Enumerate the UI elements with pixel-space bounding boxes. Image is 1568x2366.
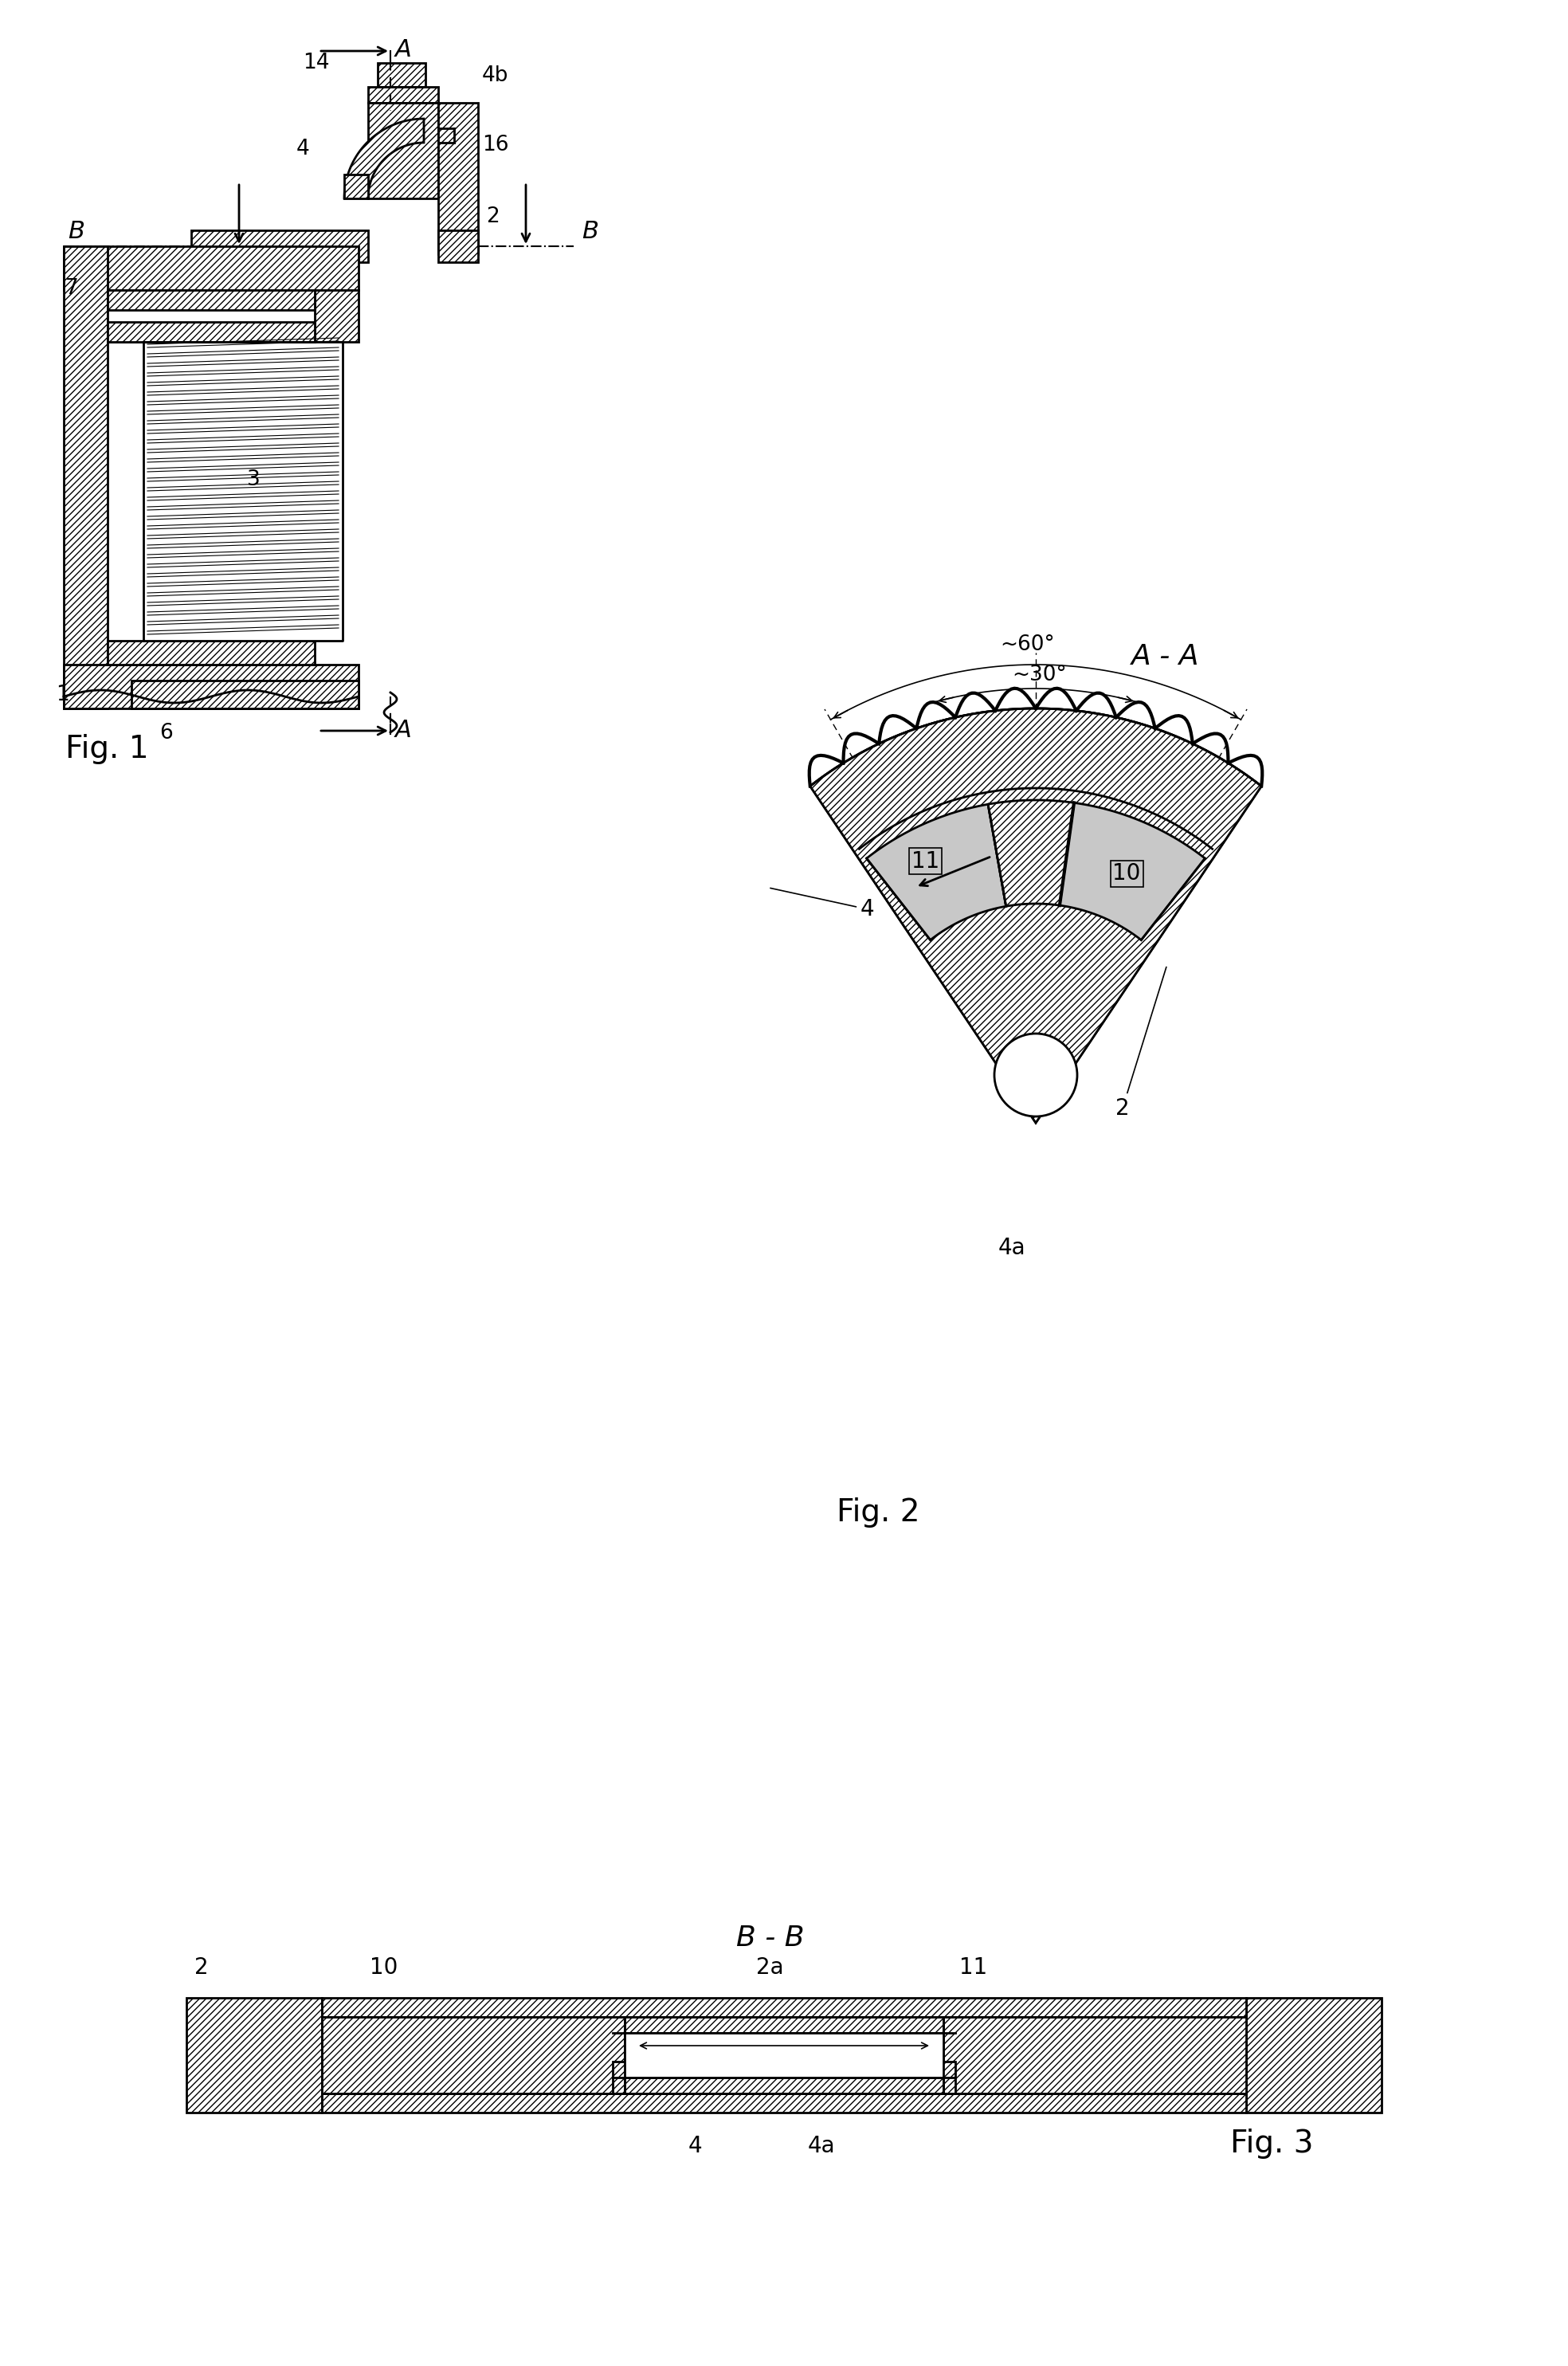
Bar — [321, 2016, 624, 2094]
Bar — [624, 2016, 944, 2032]
Polygon shape — [859, 788, 1212, 859]
Bar — [315, 291, 359, 341]
Text: 10: 10 — [370, 1957, 398, 1978]
Bar — [368, 88, 437, 102]
Text: 11: 11 — [911, 849, 939, 873]
Text: 4: 4 — [770, 887, 875, 920]
Bar — [64, 665, 359, 707]
Text: A: A — [395, 719, 412, 743]
Text: 11: 11 — [960, 1957, 988, 1978]
Bar — [931, 2061, 955, 2094]
Bar — [437, 230, 478, 263]
Text: 2a: 2a — [756, 1957, 784, 1978]
Text: 4a: 4a — [808, 2134, 836, 2158]
Bar — [187, 1997, 321, 2113]
Text: ~30°: ~30° — [1011, 665, 1066, 686]
Bar — [321, 1997, 1247, 2016]
Bar — [437, 102, 478, 253]
Text: 2: 2 — [486, 206, 499, 227]
Text: B - B: B - B — [737, 1924, 804, 1952]
Bar — [613, 2061, 637, 2094]
Polygon shape — [930, 904, 1142, 956]
Text: 10: 10 — [1113, 864, 1142, 885]
Text: A - A: A - A — [1132, 644, 1200, 670]
Text: Fig. 1: Fig. 1 — [66, 733, 149, 764]
Text: Fig. 2: Fig. 2 — [837, 1498, 920, 1528]
Bar — [64, 246, 108, 707]
Text: 4: 4 — [688, 2134, 702, 2158]
Text: 14: 14 — [303, 52, 329, 73]
Text: 4: 4 — [296, 140, 310, 159]
Bar — [108, 322, 315, 341]
Text: 4b: 4b — [481, 66, 508, 85]
Bar — [944, 2016, 1247, 2094]
Bar — [378, 64, 425, 88]
Text: A: A — [395, 38, 412, 62]
Polygon shape — [811, 786, 1261, 1124]
Text: 7: 7 — [66, 279, 78, 298]
Polygon shape — [345, 175, 368, 199]
Text: 3: 3 — [248, 468, 260, 490]
Polygon shape — [108, 291, 315, 341]
Polygon shape — [143, 341, 342, 641]
Polygon shape — [988, 800, 1074, 906]
Bar — [624, 2077, 944, 2094]
Polygon shape — [811, 707, 1261, 849]
Polygon shape — [1060, 802, 1204, 939]
Text: 6: 6 — [160, 722, 172, 743]
Bar — [321, 2094, 1247, 2113]
Bar — [64, 246, 359, 291]
Bar — [108, 641, 315, 665]
Text: 1: 1 — [56, 684, 69, 705]
Bar — [132, 681, 359, 707]
Text: 2: 2 — [194, 1957, 209, 1978]
Text: 16: 16 — [481, 135, 508, 156]
Text: 2: 2 — [1115, 968, 1167, 1119]
Bar — [191, 230, 368, 263]
Polygon shape — [345, 118, 423, 199]
Polygon shape — [811, 707, 1261, 1124]
Text: ~60°: ~60° — [1000, 634, 1055, 655]
Text: B: B — [67, 220, 85, 244]
Polygon shape — [624, 2032, 944, 2077]
Text: B: B — [582, 220, 599, 244]
Circle shape — [994, 1034, 1077, 1117]
Bar — [368, 102, 437, 199]
Text: Fig. 3: Fig. 3 — [1231, 2129, 1314, 2158]
Bar — [108, 291, 315, 310]
Text: 4a: 4a — [999, 1237, 1025, 1259]
Polygon shape — [867, 804, 1007, 939]
Bar — [1247, 1997, 1381, 2113]
